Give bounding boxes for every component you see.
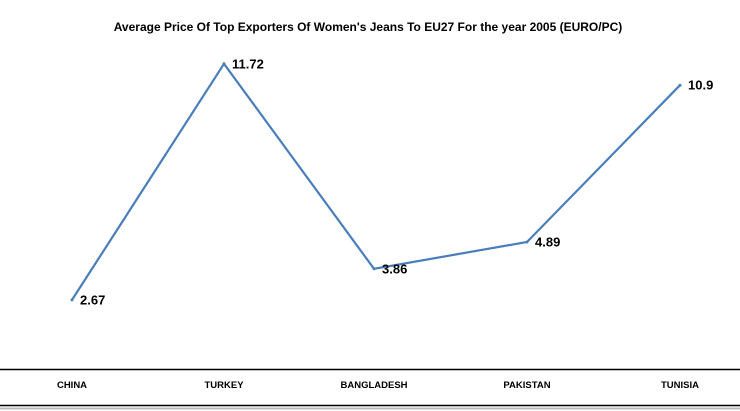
data-point-china [70,298,74,302]
data-point-bangladesh [372,267,376,271]
x-tick-label-bangladesh: BANGLADESH [340,380,407,391]
data-point-turkey [222,62,226,66]
series-layer [70,61,682,302]
chart-title: Average Price Of Top Exporters Of Women'… [114,20,623,34]
data-point-tunisia [678,83,682,87]
data-label-turkey: 11.72 [232,56,264,71]
data-point-pakistan [525,240,529,244]
x-tick-label-tunisia: TUNISIA [661,380,699,391]
x-tick-label-pakistan: PAKISTAN [503,380,550,391]
data-label-layer: 2.67 11.72 3.86 4.89 10.9 [80,56,713,307]
data-label-china: 2.67 [80,292,105,307]
x-tick-label-china: CHINA [57,380,87,391]
data-label-pakistan: 4.89 [535,235,560,250]
data-label-bangladesh: 3.86 [382,261,407,276]
data-label-tunisia: 10.9 [688,78,713,93]
x-tick-layer: CHINA TURKEY BANGLADESH PAKISTAN TUNISIA [57,380,699,391]
x-tick-label-turkey: TURKEY [204,380,244,391]
